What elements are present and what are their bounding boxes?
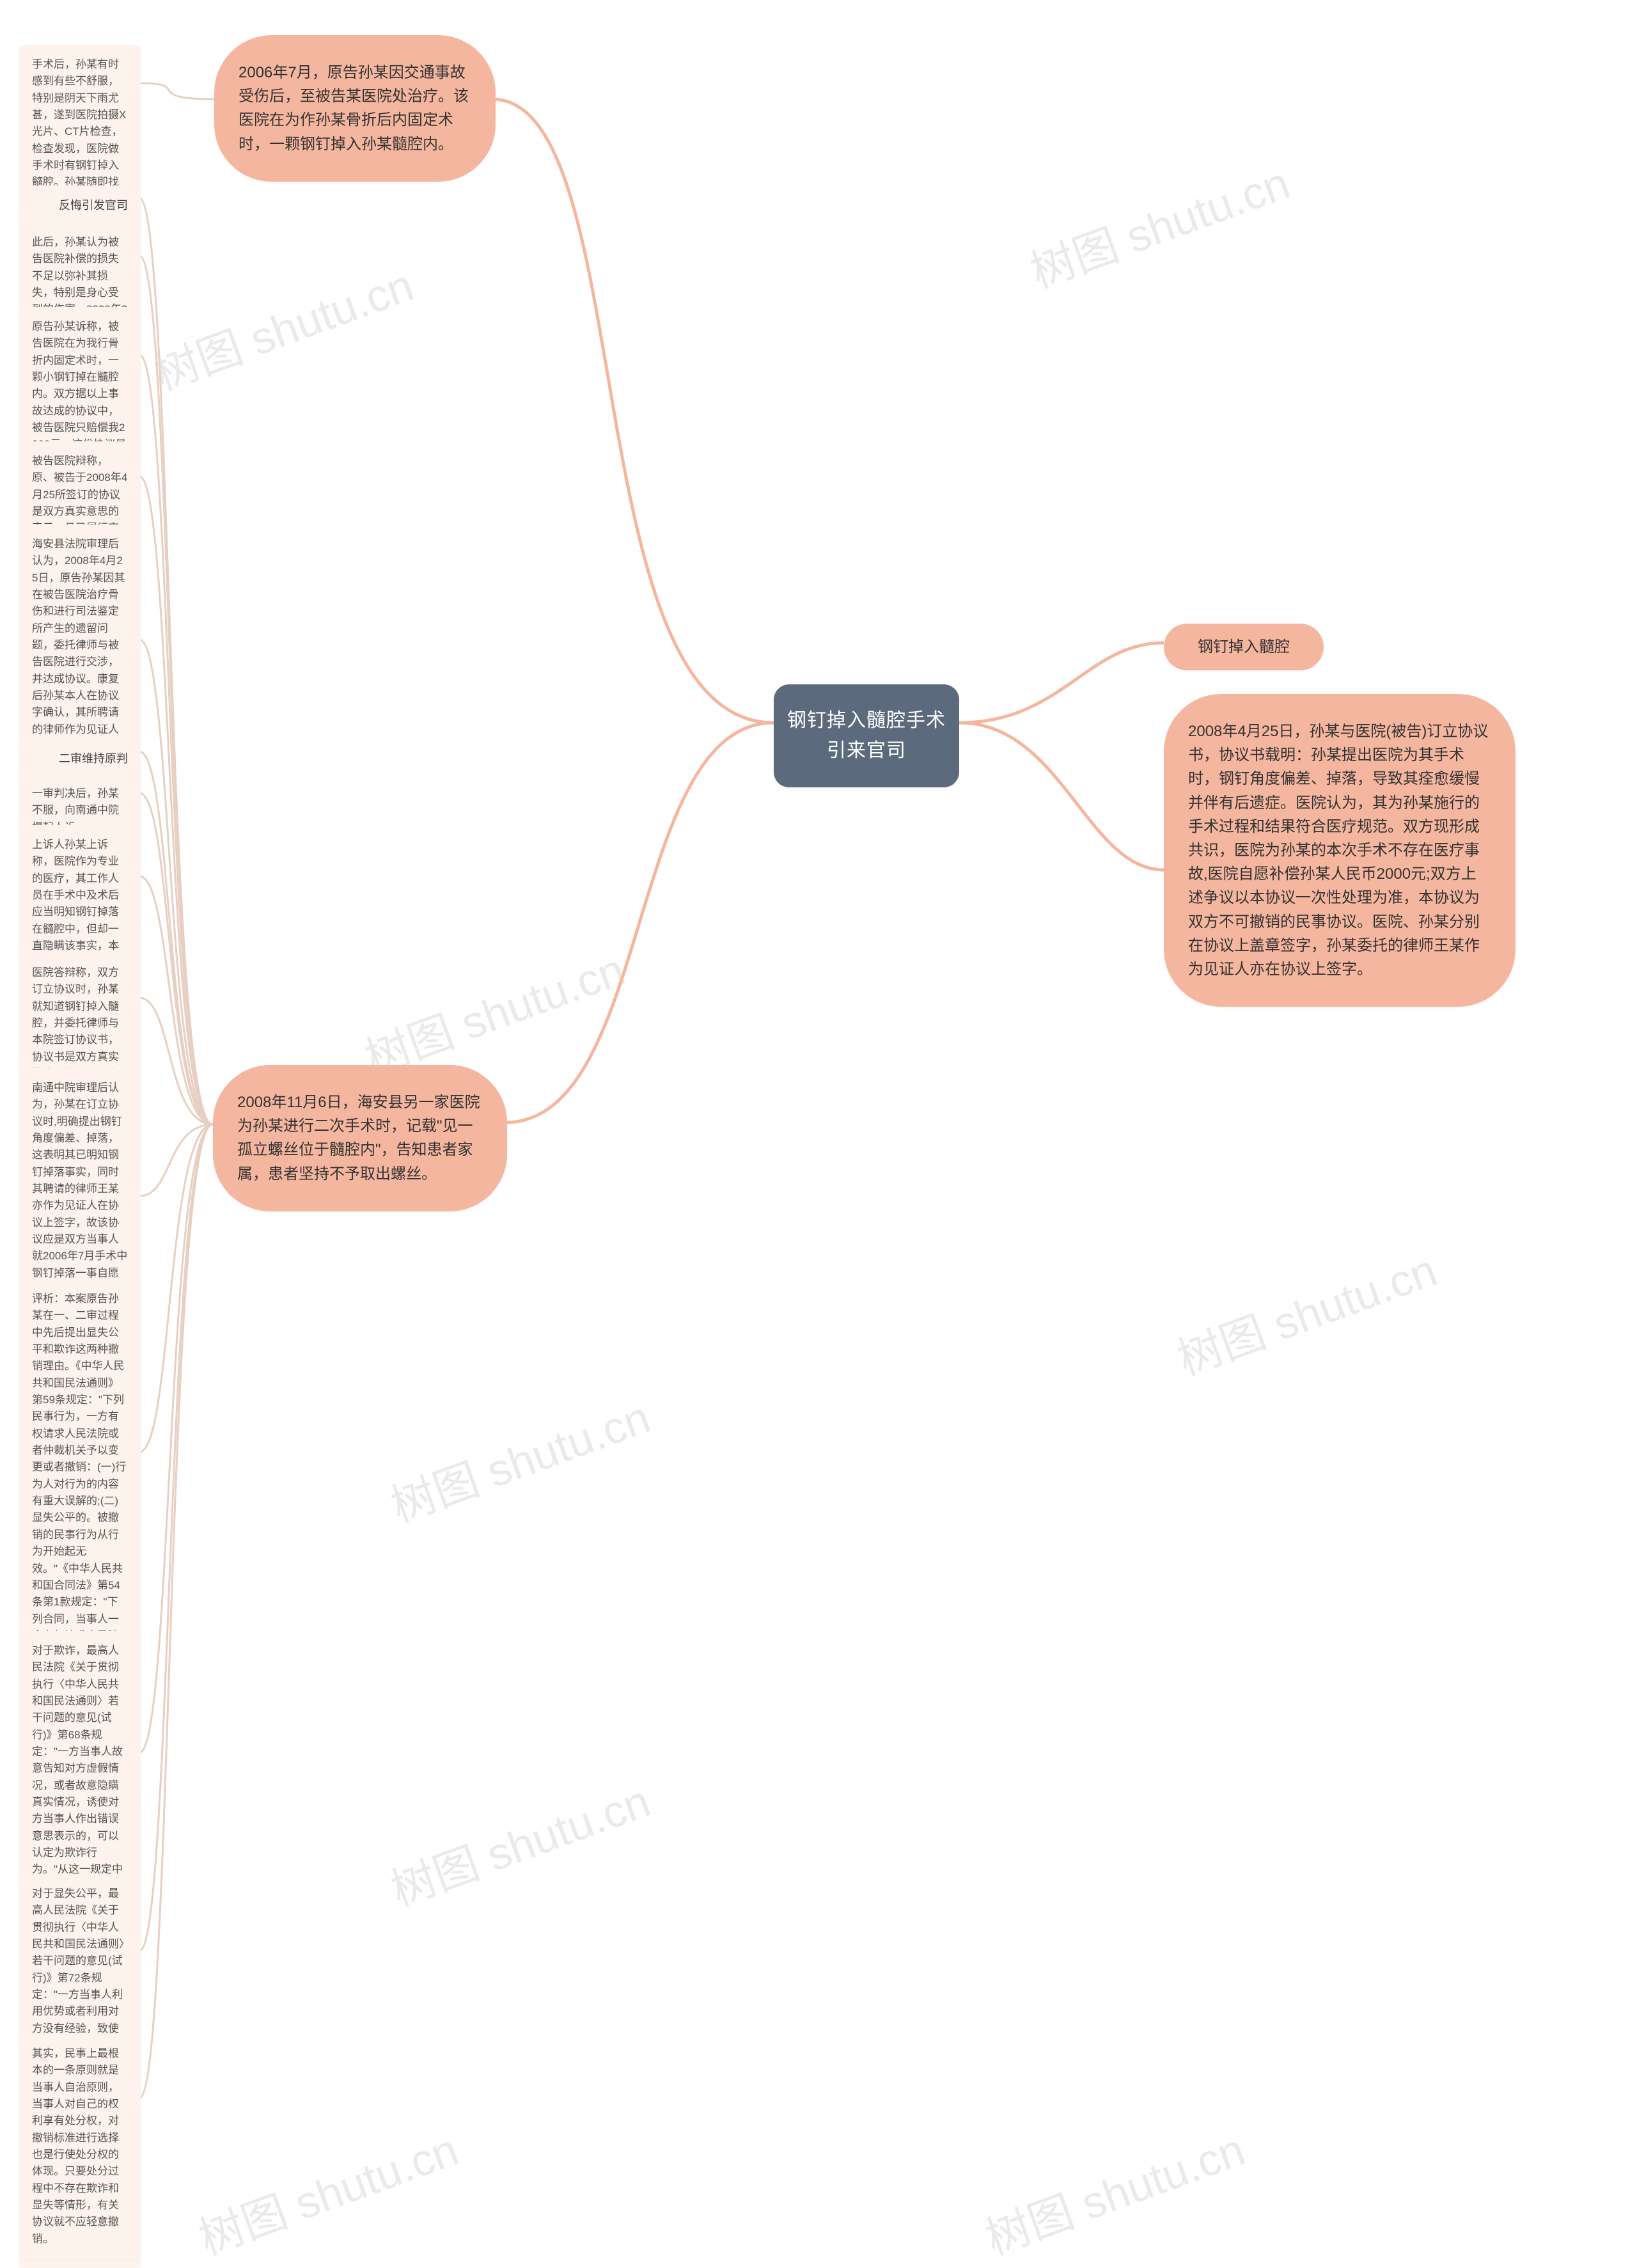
- watermark: 树图 shutu.cn: [976, 2114, 1253, 2268]
- leaf-card-7-text: 二审维持原判: [59, 752, 128, 765]
- branch-right-2-label: 2008年4月25日，孙某与医院(被告)订立协议书，协议书载明：孙某提出医院为其…: [1188, 723, 1488, 978]
- branch-right-1-label: 钢钉掉入髓腔: [1198, 638, 1290, 656]
- center-topic-label: 钢钉掉入髓腔手术引来官司: [787, 710, 946, 761]
- watermark: 树图 shutu.cn: [381, 1382, 658, 1536]
- leaf-card-15[interactable]: 其实，民事上最根本的一条原则就是当事人自治原则，当事人对自己的权利享有处分权，对…: [19, 2034, 141, 2259]
- watermark: 树图 shutu.cn: [145, 250, 421, 404]
- leaf-card-2-text: 反悔引发官司: [59, 199, 128, 212]
- watermark: 树图 shutu.cn: [189, 2114, 466, 2268]
- branch-left-top[interactable]: 2006年7月，原告孙某因交通事故受伤后，至被告某医院处治疗。该医院在为作孙某骨…: [214, 35, 496, 182]
- watermark: 树图 shutu.cn: [1168, 1235, 1445, 1389]
- branch-right-2[interactable]: 2008年4月25日，孙某与医院(被告)订立协议书，协议书载明：孙某提出医院为其…: [1164, 694, 1516, 1007]
- branch-right-1[interactable]: 钢钉掉入髓腔: [1164, 624, 1324, 670]
- watermark: 树图 shutu.cn: [1021, 148, 1297, 301]
- leaf-card-15-text: 其实，民事上最根本的一条原则就是当事人自治原则，当事人对自己的权利享有处分权，对…: [32, 2047, 119, 2245]
- watermark: 树图 shutu.cn: [381, 1766, 658, 1919]
- branch-left-bottom[interactable]: 2008年11月6日，海安县另一家医院为孙某进行二次手术时，记载"见一孤立螺丝位…: [213, 1065, 507, 1211]
- leaf-card-2[interactable]: 反悔引发官司: [19, 185, 141, 226]
- center-topic-node[interactable]: 钢钉掉入髓腔手术引来官司: [774, 684, 959, 787]
- branch-left-top-label: 2006年7月，原告孙某因交通事故受伤后，至被告某医院处治疗。该医院在为作孙某骨…: [239, 64, 469, 153]
- branch-left-bottom-label: 2008年11月6日，海安县另一家医院为孙某进行二次手术时，记载"见一孤立螺丝位…: [237, 1094, 480, 1183]
